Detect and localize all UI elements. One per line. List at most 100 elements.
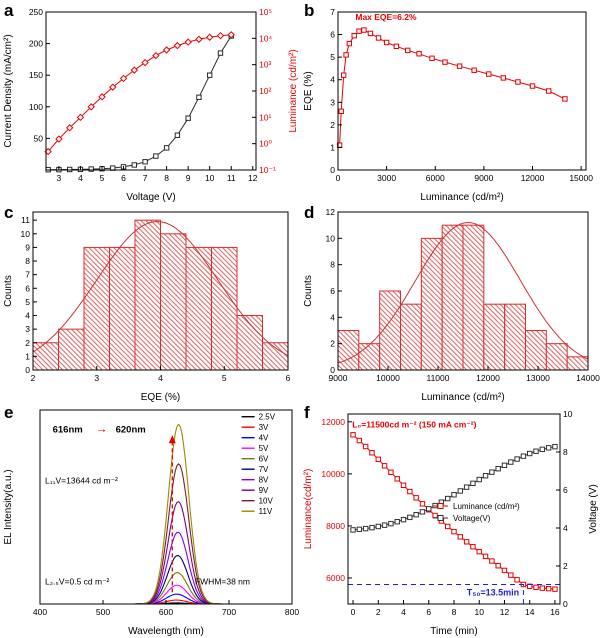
svg-text:12: 12	[326, 207, 336, 217]
svg-text:11: 11	[21, 215, 30, 225]
svg-text:5V: 5V	[259, 444, 269, 453]
svg-text:6: 6	[25, 283, 30, 293]
chart-e-el-spectra: 616nm → 620nm L₁₁V=13644 cd m⁻² L₂.₅V=0.5 cd…	[3, 409, 299, 637]
svg-text:12000: 12000	[476, 373, 500, 383]
svg-text:9: 9	[186, 173, 191, 183]
svg-text:4: 4	[563, 523, 568, 533]
svg-text:6V: 6V	[259, 455, 269, 464]
svg-text:Voltage(V): Voltage(V)	[453, 514, 491, 523]
svg-text:Luminance(cd/m²): Luminance(cd/m²)	[303, 469, 314, 550]
svg-text:10V: 10V	[259, 497, 274, 506]
chart-c-eqe-histogram: 2 3 4 5 6 0 1 2 3 4 5 6 7 8 9 10 11 EQE (%) Counts	[3, 211, 291, 403]
svg-text:EQE (%): EQE (%)	[141, 392, 180, 403]
svg-text:0: 0	[563, 599, 568, 609]
svg-text:7: 7	[143, 173, 148, 183]
svg-text:0: 0	[336, 173, 341, 183]
svg-text:100: 100	[29, 102, 43, 112]
chart-a-jv-luminance: 3 4 5 6 7 8 9 10 11 12 50 100 150 200 250 10⁻¹ 10⁰ 10¹ 10²…	[3, 7, 299, 203]
svg-text:0: 0	[351, 607, 356, 617]
svg-text:Luminance (cd/m²): Luminance (cd/m²)	[420, 192, 503, 203]
svg-text:T₅₀=13.5min: T₅₀=13.5min	[467, 587, 519, 597]
svg-text:Voltage (V): Voltage (V)	[588, 484, 599, 533]
svg-text:1: 1	[330, 142, 335, 152]
svg-text:EQE (%): EQE (%)	[303, 71, 314, 110]
panel-a-label: a	[4, 1, 14, 20]
svg-text:9: 9	[25, 242, 30, 252]
panel-b: b Max EQE=6.2% 0 3000 6000 9000 12000 15000 0 1 2…	[300, 2, 600, 204]
svg-text:Voltage (V): Voltage (V)	[126, 192, 175, 203]
panel-b-label: b	[304, 1, 315, 20]
chart-f-lifetime: L₀=11500cd m⁻² (150 mA cm⁻²) T₅₀=13.5min 0…	[303, 409, 599, 637]
svg-text:400: 400	[33, 607, 47, 617]
svg-text:8: 8	[164, 173, 169, 183]
svg-text:6: 6	[563, 485, 568, 495]
svg-text:3: 3	[57, 173, 62, 183]
svg-text:L₂.₅V=0.5 cd m⁻²: L₂.₅V=0.5 cd m⁻²	[45, 577, 110, 587]
svg-text:2: 2	[330, 120, 335, 130]
svg-text:8: 8	[563, 447, 568, 457]
svg-text:600: 600	[159, 607, 173, 617]
svg-text:3000: 3000	[377, 173, 396, 183]
svg-text:2: 2	[563, 561, 568, 571]
svg-text:1: 1	[25, 351, 30, 361]
svg-text:700: 700	[222, 607, 236, 617]
svg-text:2: 2	[25, 338, 30, 348]
svg-text:7: 7	[25, 270, 30, 280]
svg-text:11000: 11000	[426, 373, 449, 383]
svg-text:2: 2	[330, 339, 335, 349]
svg-text:10: 10	[326, 233, 336, 243]
svg-text:L₀=11500cd m⁻² (150 mA cm⁻²): L₀=11500cd m⁻² (150 mA cm⁻²)	[352, 419, 476, 429]
svg-text:8V: 8V	[259, 476, 269, 485]
chart-b-eqe-vs-luminance: Max EQE=6.2% 0 3000 6000 9000 12000 15000 0 1 2 3 4…	[303, 7, 593, 203]
svg-text:800: 800	[285, 607, 299, 617]
svg-text:50: 50	[34, 133, 44, 143]
svg-text:15000: 15000	[569, 173, 593, 183]
panel-f-label: f	[304, 403, 310, 422]
svg-text:10⁰: 10⁰	[259, 139, 272, 149]
svg-text:8: 8	[25, 256, 30, 266]
svg-text:6: 6	[330, 30, 335, 40]
svg-text:0: 0	[330, 365, 335, 375]
svg-text:0: 0	[330, 165, 335, 175]
svg-text:250: 250	[29, 7, 43, 17]
svg-text:EL Intensity(a.u.): EL Intensity(a.u.)	[3, 469, 14, 544]
svg-text:0: 0	[25, 365, 30, 375]
svg-text:14000: 14000	[576, 373, 600, 383]
svg-text:3: 3	[25, 324, 30, 334]
svg-text:6: 6	[330, 286, 335, 296]
svg-text:8: 8	[330, 260, 335, 270]
svg-text:620nm: 620nm	[116, 424, 146, 435]
svg-text:3V: 3V	[259, 423, 269, 432]
svg-text:10000: 10000	[321, 469, 345, 479]
svg-text:4V: 4V	[259, 434, 269, 443]
svg-text:Luminance (cd/m²): Luminance (cd/m²)	[288, 49, 299, 132]
panel-e: e 616nm → 620nm L₁₁V=13644 cd m⁻² L₂.₅V=0.5 …	[0, 404, 300, 638]
svg-text:500: 500	[96, 607, 110, 617]
svg-text:4: 4	[158, 373, 163, 383]
svg-text:5: 5	[222, 373, 227, 383]
svg-text:616nm: 616nm	[53, 424, 83, 435]
svg-text:4: 4	[330, 75, 335, 85]
svg-text:16: 16	[550, 607, 560, 617]
svg-text:9V: 9V	[259, 486, 269, 495]
svg-text:FWHM=38 nm: FWHM=38 nm	[195, 577, 250, 587]
svg-text:6000: 6000	[326, 573, 345, 583]
svg-text:Counts: Counts	[3, 275, 14, 307]
svg-text:11V: 11V	[259, 507, 273, 516]
svg-text:→: →	[95, 421, 107, 435]
svg-text:7V: 7V	[259, 465, 269, 474]
svg-text:10⁻¹: 10⁻¹	[259, 165, 276, 175]
panel-d-label: d	[304, 203, 315, 222]
svg-text:Luminance (cd/m²): Luminance (cd/m²)	[453, 502, 520, 511]
svg-text:10: 10	[205, 173, 215, 183]
svg-text:11: 11	[227, 173, 236, 183]
svg-text:4: 4	[78, 173, 83, 183]
svg-text:3: 3	[94, 373, 99, 383]
svg-text:14: 14	[525, 607, 535, 617]
svg-text:2: 2	[376, 607, 381, 617]
svg-text:10000: 10000	[376, 373, 400, 383]
svg-text:12000: 12000	[521, 173, 545, 183]
svg-text:12000: 12000	[321, 417, 345, 427]
svg-text:8: 8	[452, 607, 457, 617]
